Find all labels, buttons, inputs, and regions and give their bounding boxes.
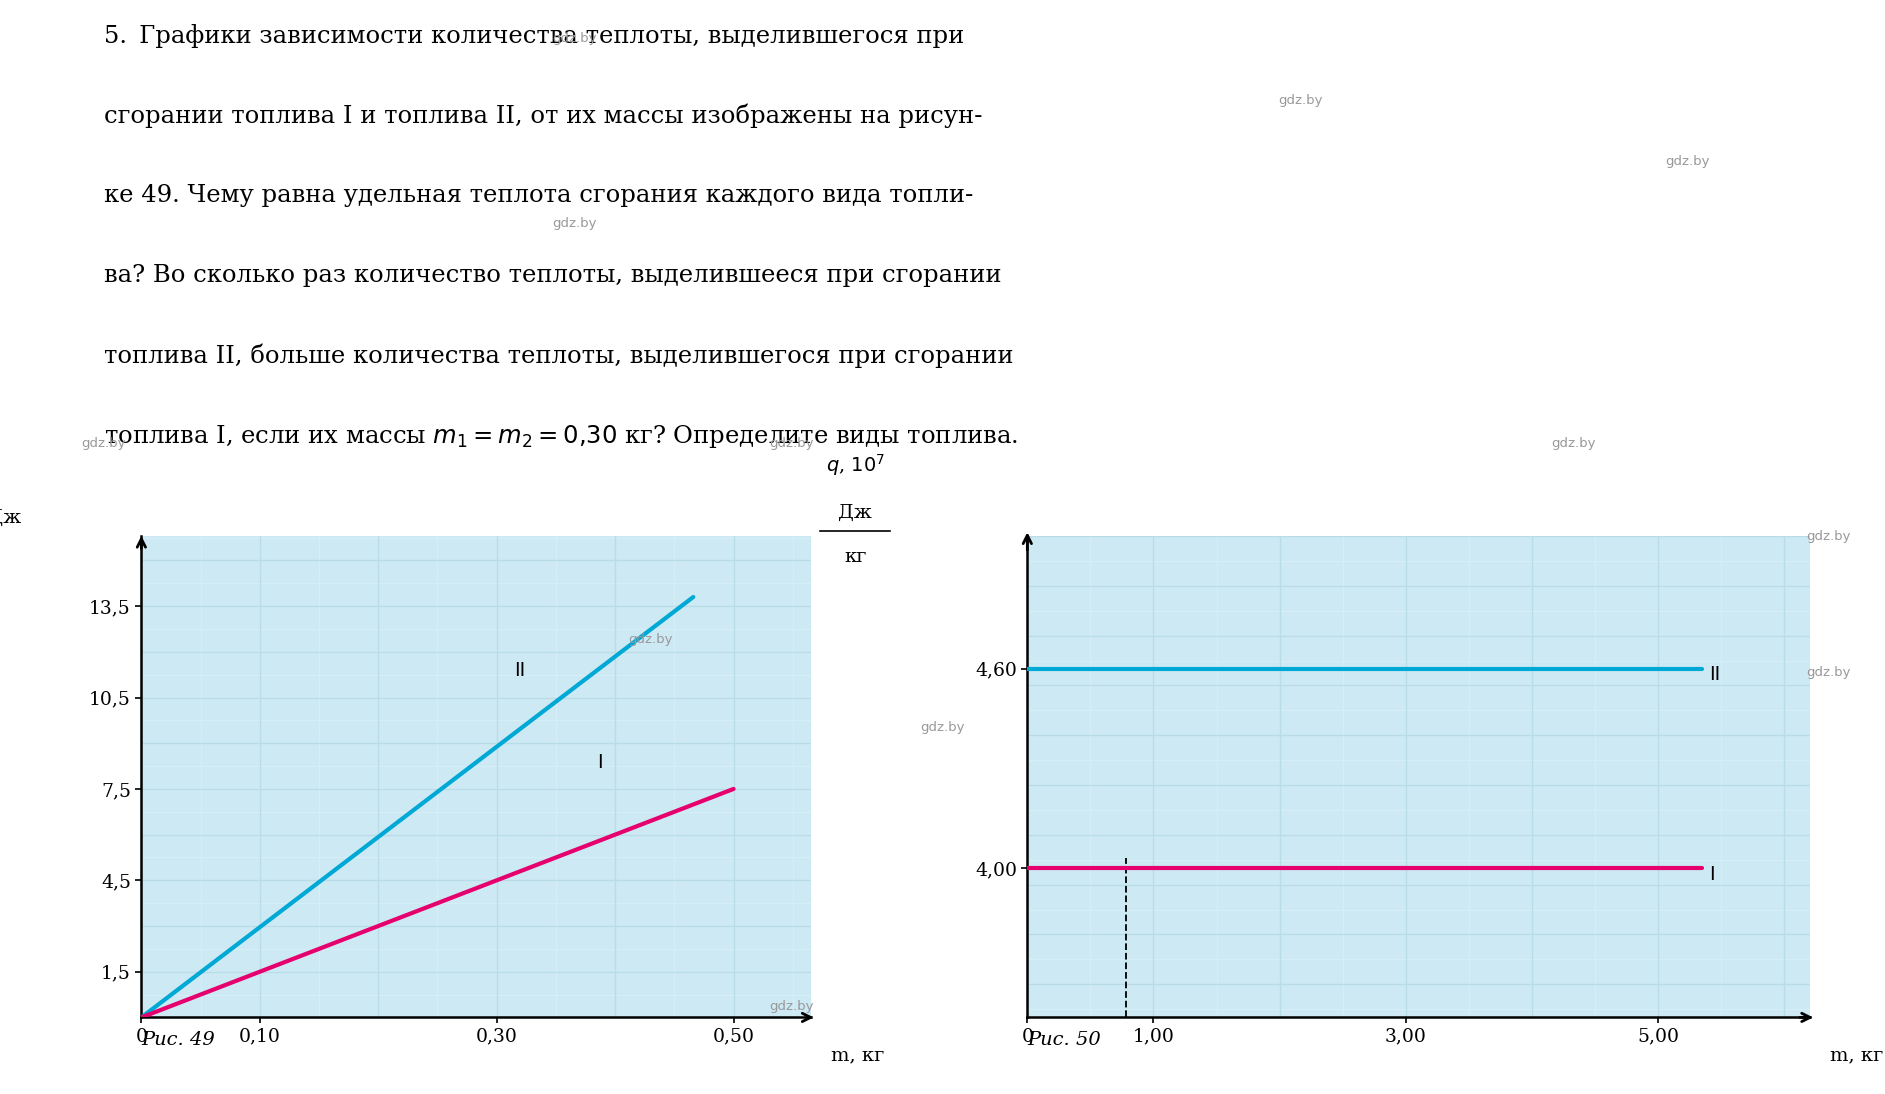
Text: 5. Графики зависимости количества теплоты, выделившегося при: 5. Графики зависимости количества теплот… [104, 24, 963, 48]
Text: I: I [598, 753, 603, 771]
Text: сгорании топлива I и топлива II, от их массы изображены на рисун-: сгорании топлива I и топлива II, от их м… [104, 104, 982, 128]
Text: Рис. 49: Рис. 49 [141, 1031, 215, 1049]
Text: Дж: Дж [839, 503, 873, 522]
Text: gdz.by: gdz.by [920, 721, 965, 734]
Text: gdz.by: gdz.by [1806, 529, 1851, 543]
X-axis label: m, кг: m, кг [831, 1046, 884, 1064]
Text: топлива II, больше количества теплоты, выделившегося при сгорании: топлива II, больше количества теплоты, в… [104, 344, 1012, 368]
Text: gdz.by: gdz.by [552, 32, 598, 45]
Text: gdz.by: gdz.by [1278, 94, 1323, 107]
Text: II: II [1708, 665, 1719, 685]
Text: топлива I, если их массы $m_1 = m_2 = 0{,}30$ кг? Определите виды топлива.: топлива I, если их массы $m_1 = m_2 = 0{… [104, 423, 1018, 451]
Text: gdz.by: gdz.by [769, 1000, 814, 1013]
Text: I: I [1708, 864, 1713, 884]
Text: $q$, $10^7$: $q$, $10^7$ [826, 453, 884, 478]
Text: gdz.by: gdz.by [628, 633, 673, 647]
Text: Рис. 50: Рис. 50 [1027, 1031, 1101, 1049]
Text: gdz.by: gdz.by [1664, 155, 1710, 168]
Text: gdz.by: gdz.by [1551, 437, 1597, 450]
Text: ва? Во сколько раз количество теплоты, выделившееся при сгорании: ва? Во сколько раз количество теплоты, в… [104, 264, 1001, 287]
Text: II: II [515, 661, 526, 680]
Text: gdz.by: gdz.by [1806, 666, 1851, 679]
Y-axis label: Q, МДж: Q, МДж [0, 509, 21, 526]
X-axis label: m, кг: m, кг [1830, 1046, 1883, 1064]
Text: ке 49. Чему равна удельная теплота сгорания каждого вида топли-: ке 49. Чему равна удельная теплота сгора… [104, 184, 973, 207]
Text: кг: кг [844, 548, 867, 566]
Text: gdz.by: gdz.by [769, 437, 814, 450]
Text: gdz.by: gdz.by [81, 437, 126, 450]
Text: gdz.by: gdz.by [552, 217, 598, 230]
